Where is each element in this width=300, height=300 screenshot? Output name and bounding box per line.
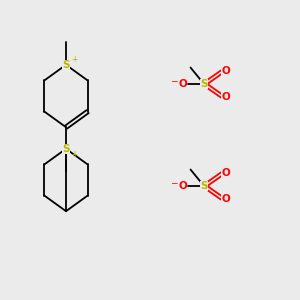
- Text: −: −: [170, 178, 178, 187]
- Text: O: O: [221, 194, 230, 205]
- Text: S: S: [200, 181, 208, 191]
- Text: S: S: [200, 79, 208, 89]
- Text: S: S: [62, 60, 70, 70]
- Text: S: S: [62, 144, 70, 154]
- Text: +: +: [71, 55, 78, 64]
- Text: O: O: [221, 167, 230, 178]
- Text: +: +: [71, 150, 78, 159]
- Text: O: O: [221, 92, 230, 103]
- Text: O: O: [178, 79, 187, 89]
- Text: O: O: [221, 65, 230, 76]
- Text: −: −: [170, 76, 178, 85]
- Text: O: O: [178, 181, 187, 191]
